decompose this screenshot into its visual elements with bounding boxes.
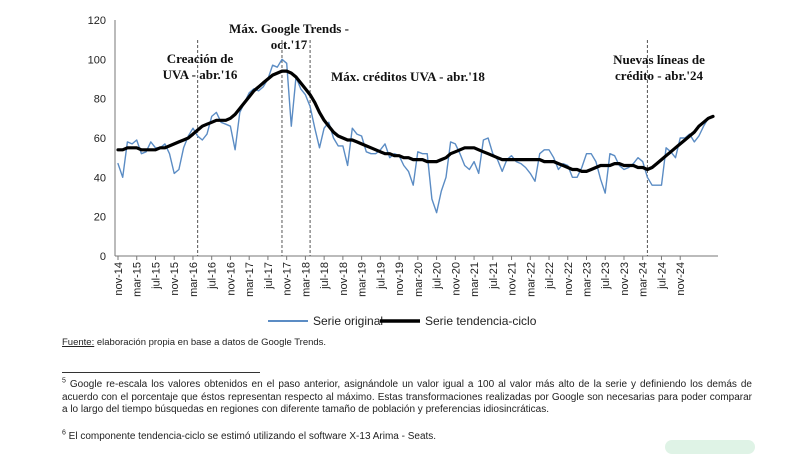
- x-tick-label: nov-24: [675, 262, 687, 296]
- annotation-label: Creación de: [167, 51, 234, 66]
- annotation-label: oct.'17: [271, 37, 308, 52]
- x-tick-label: jul-20: [432, 262, 444, 290]
- series-original-line: [117, 58, 714, 214]
- x-tick-label: nov-14: [113, 262, 125, 296]
- legend-label: Serie tendencia-ciclo: [425, 314, 537, 328]
- y-tick-label: 40: [94, 172, 106, 184]
- footnote-divider: [62, 372, 260, 373]
- x-tick-label: mar-21: [469, 262, 481, 297]
- annotation-label: Nuevas líneas de: [613, 52, 705, 67]
- footnote-mark: 5: [62, 377, 66, 385]
- x-tick-label: nov-18: [338, 262, 350, 296]
- footnote-text: Google re-escala los valores obtenidos e…: [62, 379, 752, 415]
- trends-line-chart: 0 20 40 60 80 100 120 nov-14 mar-15 jul-15 nov-15…: [88, 15, 718, 328]
- decorative-pill: [665, 440, 755, 454]
- x-tick-label: nov-17: [282, 262, 294, 296]
- x-tick-label: jul-18: [319, 262, 331, 290]
- x-tick-label: nov-20: [450, 262, 462, 296]
- y-tick-label: 100: [88, 54, 106, 66]
- x-tick-label: nov-15: [169, 262, 181, 296]
- x-tick-label: jul-15: [150, 262, 162, 290]
- source-label: Fuente:: [62, 337, 95, 348]
- x-tick-label: jul-24: [656, 262, 668, 290]
- annotation-label: UVA - abr.'16: [163, 67, 238, 82]
- annotation-label: crédito - abr.'24: [615, 68, 703, 83]
- x-tick-label: nov-23: [619, 262, 631, 296]
- x-tick-label: nov-22: [563, 262, 575, 296]
- footnote-text: El componente tendencia-ciclo se estimó …: [65, 431, 437, 442]
- x-tick-label: nov-21: [507, 262, 519, 296]
- x-tick-label: mar-22: [525, 262, 537, 297]
- x-tick-label: jul-19: [375, 262, 387, 290]
- footnote-5: 5 Google re-escala los valores obtenidos…: [62, 377, 752, 417]
- x-tick-label: mar-17: [244, 262, 256, 297]
- x-tick-label: jul-22: [544, 262, 556, 290]
- x-tick-label: nov-19: [394, 262, 406, 296]
- series-trend-line: [116, 69, 715, 173]
- x-tick-label: mar-23: [582, 262, 594, 297]
- x-tick-label: mar-16: [188, 262, 200, 297]
- x-tick-label: mar-19: [357, 262, 369, 297]
- footnote-mark: 6: [62, 429, 66, 437]
- y-tick-label: 120: [88, 15, 106, 27]
- annotation-lines: [197, 40, 648, 256]
- x-tick-label: nov-16: [225, 262, 237, 296]
- x-tick-label: mar-15: [132, 262, 144, 297]
- x-tick-label: mar-20: [413, 262, 425, 297]
- y-axis: 0 20 40 60 80 100 120: [88, 15, 116, 263]
- legend-label: Serie original: [313, 314, 383, 328]
- x-tick-label: jul-23: [600, 262, 612, 290]
- annotation-label: Máx. Google Trends -: [229, 21, 349, 36]
- y-tick-label: 60: [94, 133, 106, 145]
- annotation-label: Máx. créditos UVA - abr.'18: [331, 69, 485, 84]
- series-lines: [116, 58, 715, 214]
- x-tick-label: mar-24: [638, 262, 650, 297]
- y-tick-label: 0: [100, 251, 106, 263]
- x-tick-label: mar-18: [300, 262, 312, 297]
- footnote-6: 6 El componente tendencia-ciclo se estim…: [62, 429, 752, 444]
- y-tick-label: 20: [94, 212, 106, 224]
- source-note: Fuente: elaboración propia en base a dat…: [62, 337, 326, 348]
- legend: Serie original Serie tendencia-ciclo: [268, 314, 537, 328]
- y-tick-label: 80: [94, 94, 106, 106]
- x-tick-label: jul-21: [488, 262, 500, 290]
- x-tick-label: jul-16: [207, 262, 219, 290]
- x-tick-label: jul-17: [263, 262, 275, 290]
- source-text: elaboración propia en base a datos de Go…: [94, 337, 327, 348]
- x-axis: nov-14 mar-15 jul-15 nov-15 mar-16 jul-16 nov-…: [113, 255, 718, 297]
